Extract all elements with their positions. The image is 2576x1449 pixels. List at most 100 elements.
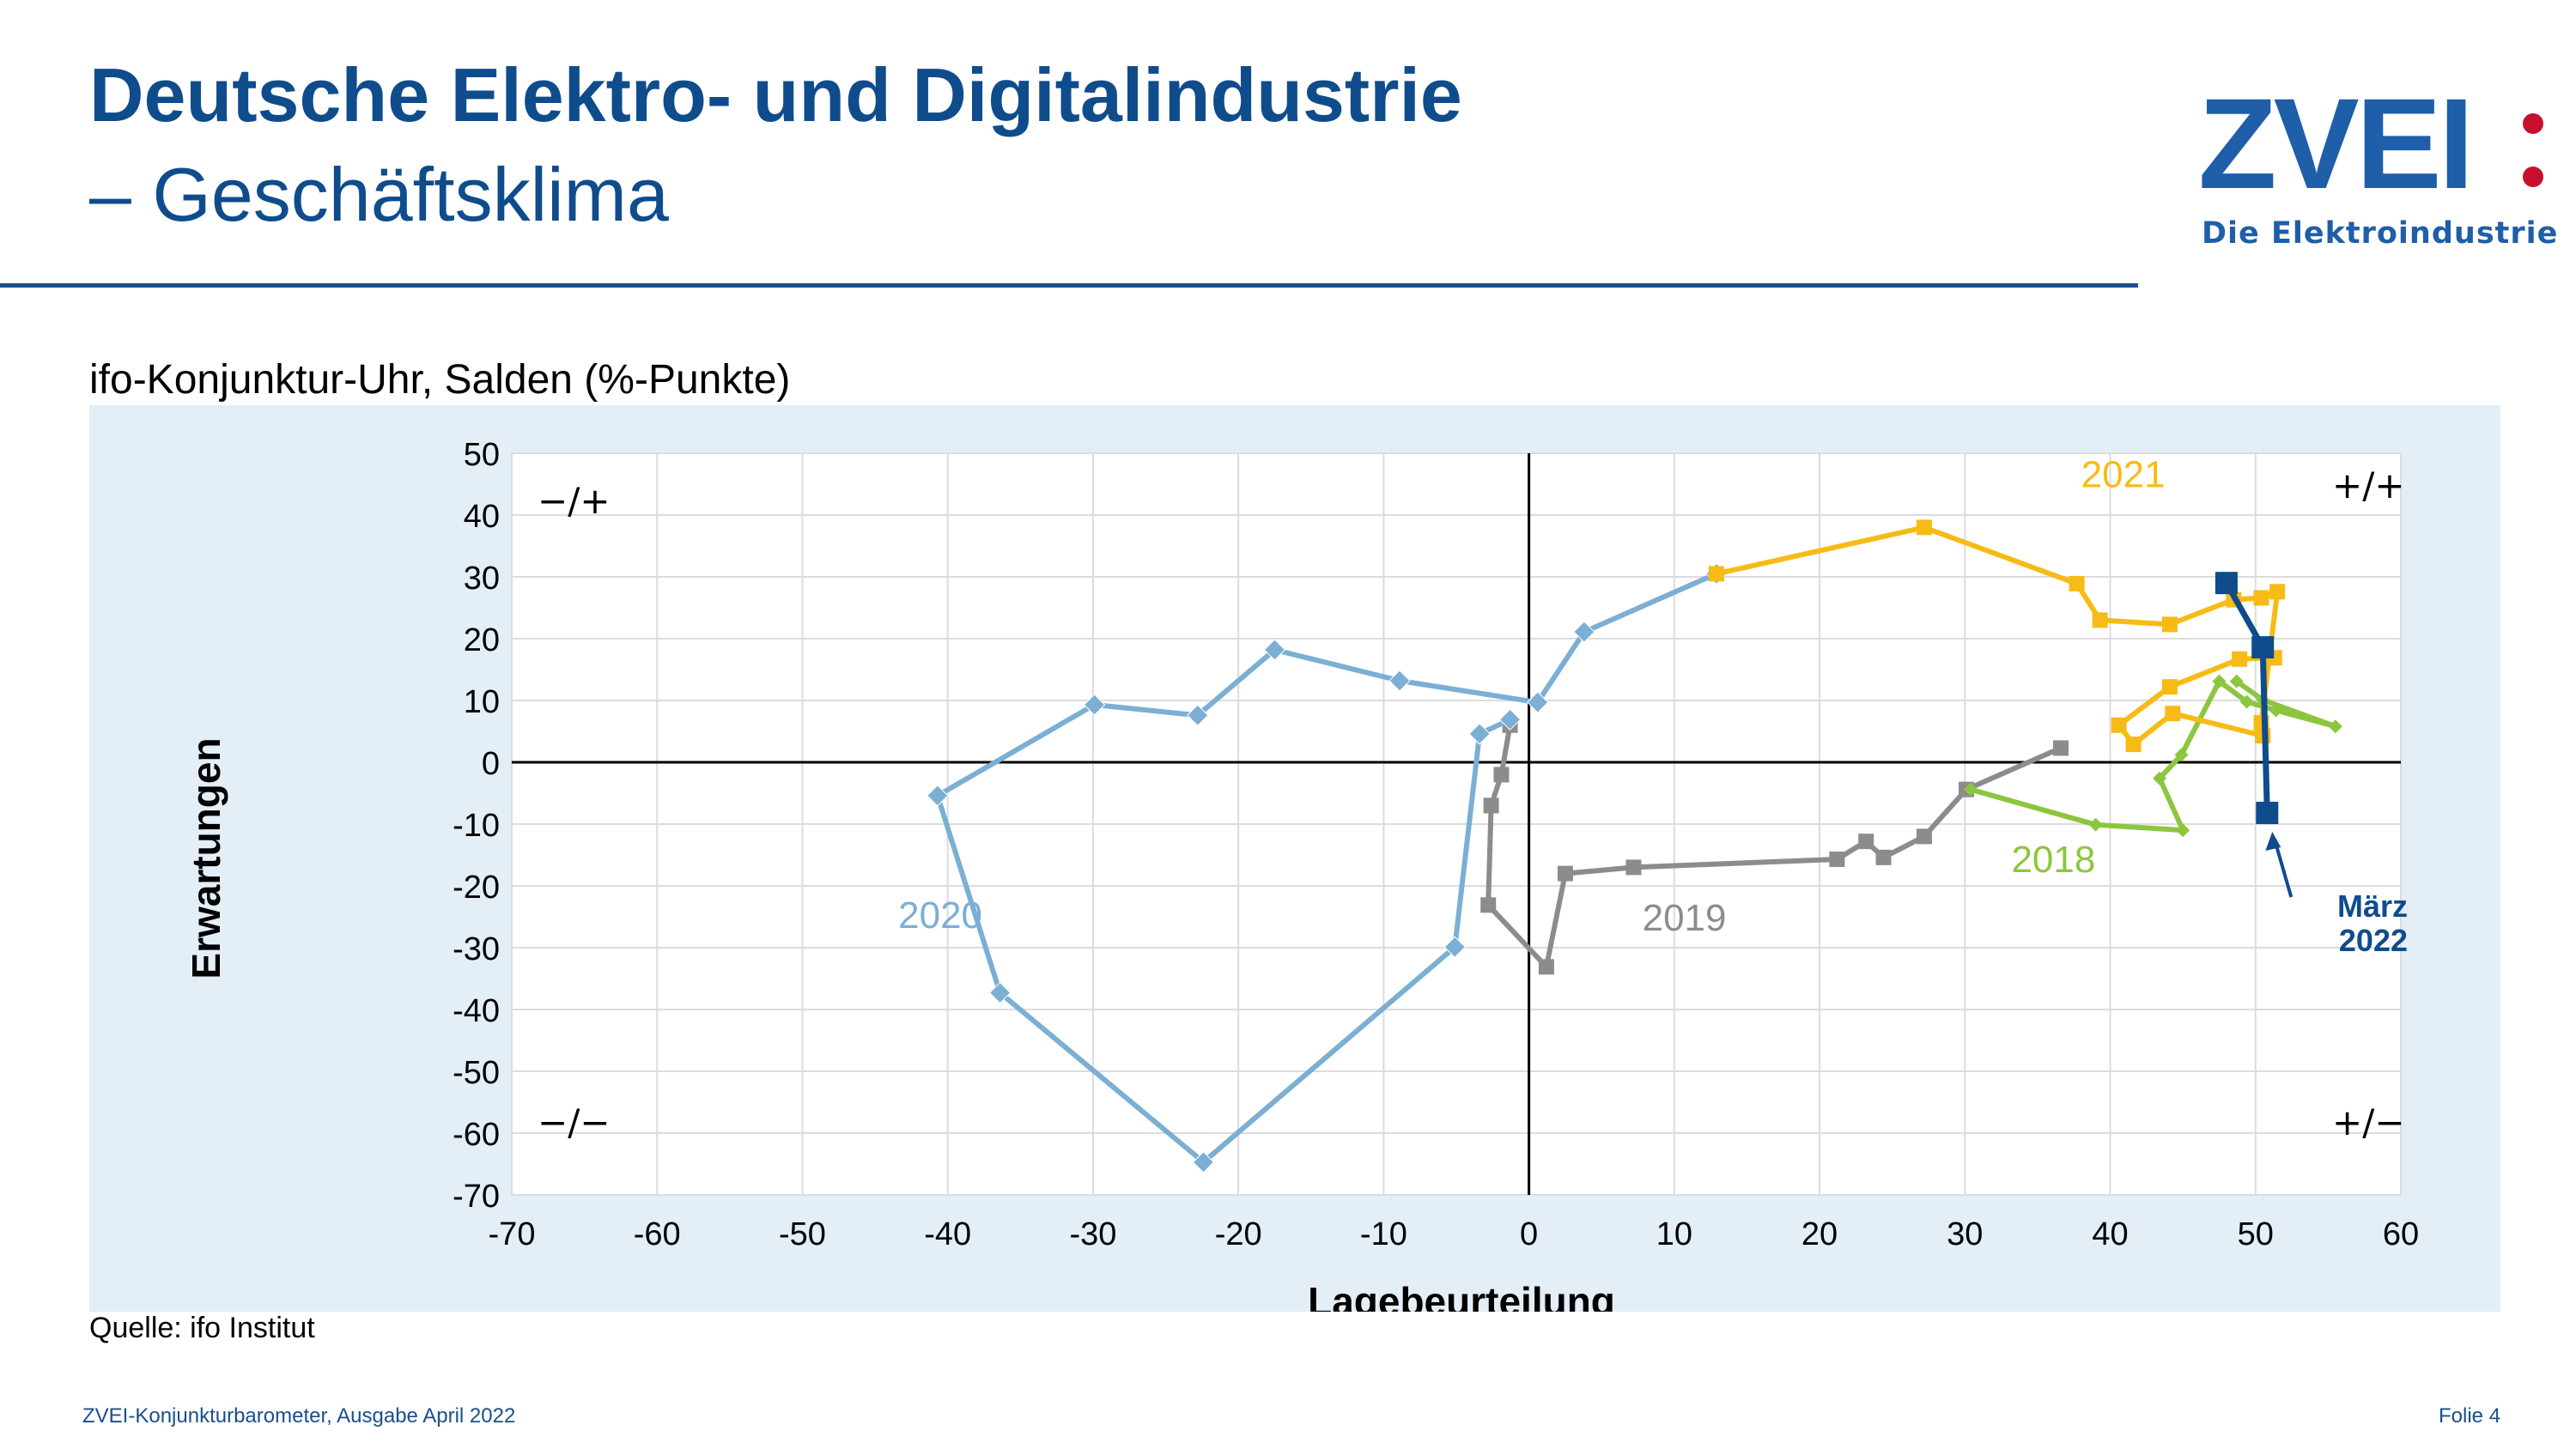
x-tick-label: 0 bbox=[1520, 1216, 1538, 1252]
data-point-2018 bbox=[2176, 823, 2190, 838]
data-point-2019 bbox=[1858, 834, 1874, 850]
data-point-2021 bbox=[2161, 679, 2178, 695]
data-point-2020 bbox=[1187, 704, 1209, 726]
data-point-2021 bbox=[2111, 717, 2127, 733]
quadrant-label-top-left: −/+ bbox=[538, 480, 611, 522]
x-tick-label: 40 bbox=[2092, 1216, 2128, 1252]
data-point-m-rz-2022 bbox=[2256, 802, 2279, 825]
page-title: Deutsche Elektro- und Digitalindustrie bbox=[89, 52, 1462, 137]
series-label-2020: 2020 bbox=[898, 894, 982, 937]
data-point-2019 bbox=[1625, 859, 1642, 876]
y-tick-label: 10 bbox=[464, 684, 500, 720]
data-point-2021 bbox=[2269, 584, 2286, 600]
ifo-business-clock-chart: 50 40 30 20 10 0 -10 -20 -30 -40 -50 -60 -70-70 -60 -5… bbox=[184, 437, 2419, 1312]
callout-arrow-head bbox=[2265, 832, 2281, 852]
footer-page-number: Folie 4 bbox=[2439, 1404, 2501, 1428]
data-point-2020 bbox=[1263, 639, 1286, 661]
x-tick-label: 50 bbox=[2238, 1216, 2274, 1252]
x-axis-title: Lagebeurteilung bbox=[1308, 1279, 1615, 1312]
callout-arrow-shaft bbox=[2273, 840, 2293, 898]
x-tick-label: -70 bbox=[489, 1216, 536, 1252]
data-point-2021 bbox=[2125, 737, 2142, 753]
quadrant-label-top-right: +/+ bbox=[2332, 464, 2405, 506]
y-tick-label: -70 bbox=[453, 1179, 500, 1215]
data-point-2020 bbox=[1443, 936, 1467, 958]
quadrant-label-bottom-right: +/− bbox=[2332, 1101, 2405, 1143]
data-point-2020 bbox=[927, 785, 949, 807]
x-tick-label: 30 bbox=[1947, 1216, 1983, 1252]
data-point-m-rz-2022 bbox=[2215, 572, 2238, 595]
data-point-2019 bbox=[2053, 740, 2069, 756]
chart-subtitle: ifo-Konjunktur-Uhr, Salden (%-Punkte) bbox=[89, 357, 791, 403]
data-point-2021 bbox=[2253, 590, 2269, 606]
data-point-2020 bbox=[1573, 621, 1595, 643]
data-point-2018 bbox=[2212, 674, 2227, 688]
series-label-2021: 2021 bbox=[2081, 454, 2166, 496]
y-tick-label: 50 bbox=[464, 437, 500, 473]
x-tick-label: 60 bbox=[2383, 1216, 2419, 1252]
data-point-2019 bbox=[1480, 897, 1497, 913]
y-tick-label: -30 bbox=[453, 931, 500, 967]
data-point-2021 bbox=[1916, 519, 1932, 536]
y-tick-label: 0 bbox=[482, 746, 500, 782]
data-point-2021 bbox=[2165, 706, 2181, 722]
x-tick-label: 10 bbox=[1656, 1216, 1692, 1252]
data-point-2018 bbox=[2088, 817, 2103, 832]
callout-label-month: März bbox=[2337, 888, 2408, 924]
y-tick-label: -10 bbox=[453, 808, 500, 844]
callout-label-year: 2022 bbox=[2339, 923, 2408, 958]
x-tick-label: -40 bbox=[924, 1216, 971, 1252]
source-note: Quelle: ifo Institut bbox=[89, 1312, 315, 1344]
y-tick-label: 30 bbox=[464, 561, 500, 597]
data-point-2018 bbox=[2328, 719, 2342, 734]
series-label-2018: 2018 bbox=[2011, 839, 2095, 881]
data-point-2021 bbox=[2161, 616, 2178, 633]
x-tick-label: -10 bbox=[1360, 1216, 1407, 1252]
chart-panel: 50 40 30 20 10 0 -10 -20 -30 -40 -50 -60 -70 -70 -60 -5… bbox=[89, 405, 2500, 1312]
data-point-2019 bbox=[1483, 797, 1499, 814]
zvei-logo: ZVEI Die Elektroindustrie bbox=[2198, 71, 2557, 259]
x-tick-label: -60 bbox=[634, 1216, 681, 1252]
y-tick-label: -60 bbox=[453, 1117, 500, 1153]
data-point-2021 bbox=[2092, 612, 2108, 628]
data-point-2020 bbox=[988, 981, 1012, 1004]
logo-dot-upper bbox=[2523, 113, 2543, 134]
footer-publication: ZVEI-Konjunkturbarometer, Ausgabe April … bbox=[82, 1404, 516, 1428]
data-point-2018 bbox=[2229, 674, 2244, 688]
logo-dot-lower bbox=[2523, 167, 2543, 187]
data-point-2018 bbox=[2174, 748, 2189, 762]
data-point-2019 bbox=[1557, 865, 1573, 882]
series-label-2019: 2019 bbox=[1643, 897, 1727, 939]
data-point-2020 bbox=[1192, 1151, 1215, 1173]
y-axis-title: Erwartungen bbox=[184, 737, 228, 979]
data-point-2020 bbox=[1498, 708, 1522, 731]
data-point-2019 bbox=[1493, 767, 1510, 783]
logo-tagline: Die Elektroindustrie bbox=[2202, 216, 2559, 251]
data-point-2020 bbox=[1527, 691, 1549, 713]
x-tick-label: -30 bbox=[1069, 1216, 1116, 1252]
data-point-2018 bbox=[2269, 703, 2283, 718]
data-point-2018 bbox=[2153, 771, 2167, 785]
data-point-2020 bbox=[1388, 670, 1411, 692]
data-point-2020 bbox=[1083, 694, 1106, 716]
data-point-2020 bbox=[1468, 723, 1491, 745]
data-point-2018 bbox=[2239, 694, 2254, 709]
data-point-2019 bbox=[1829, 852, 1845, 868]
y-tick-label: 20 bbox=[464, 622, 500, 658]
y-tick-label: 40 bbox=[464, 499, 500, 535]
data-point-m-rz-2022 bbox=[2251, 636, 2275, 659]
x-tick-label: -50 bbox=[779, 1216, 826, 1252]
header-divider bbox=[0, 283, 2138, 288]
data-point-2019 bbox=[1916, 828, 1932, 845]
y-tick-label: -50 bbox=[453, 1055, 500, 1091]
data-point-2018 bbox=[1964, 782, 1978, 797]
x-tick-label: -20 bbox=[1215, 1216, 1262, 1252]
quadrant-label-bottom-left: −/− bbox=[538, 1101, 611, 1143]
x-tick-label: 20 bbox=[1801, 1216, 1838, 1252]
data-point-2021 bbox=[2232, 651, 2248, 667]
y-tick-label: -40 bbox=[453, 993, 500, 1029]
page-subtitle: – Geschäftsklima bbox=[89, 152, 669, 237]
data-point-2019 bbox=[1538, 959, 1554, 975]
logo-wordmark: ZVEI bbox=[2198, 71, 2474, 215]
data-point-2021 bbox=[1708, 566, 1724, 582]
